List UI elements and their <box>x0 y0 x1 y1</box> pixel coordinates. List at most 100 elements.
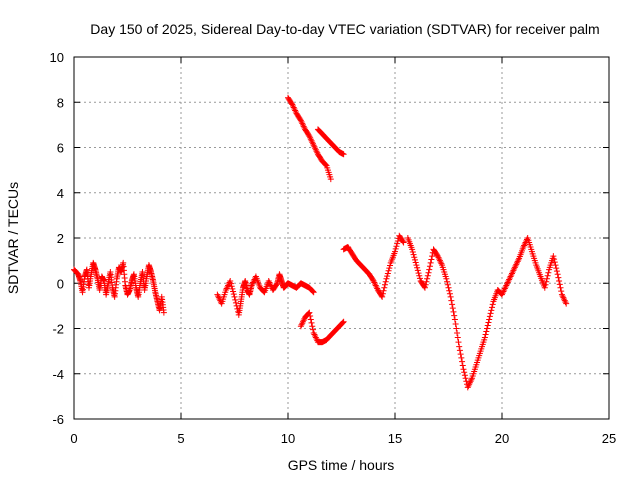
x-tick-label: 0 <box>70 431 77 446</box>
data-point <box>483 328 490 335</box>
data-point <box>554 271 561 278</box>
x-tick-label: 20 <box>495 431 509 446</box>
data-point <box>305 310 312 317</box>
data-point <box>487 310 494 317</box>
data-point <box>446 287 453 294</box>
data-point <box>424 275 431 282</box>
data-point <box>409 248 416 255</box>
data-point <box>339 319 346 326</box>
x-tick-label: 15 <box>388 431 402 446</box>
data-point <box>429 253 436 260</box>
data-point <box>414 264 421 271</box>
data-point <box>273 281 280 288</box>
data-point <box>452 320 459 327</box>
data-point <box>387 262 394 269</box>
data-point <box>459 358 466 365</box>
data-point <box>306 309 313 316</box>
data-point <box>550 253 557 260</box>
x-tick-label: 5 <box>177 431 184 446</box>
grid-lines <box>74 57 609 419</box>
data-point <box>426 266 433 273</box>
data-point <box>416 275 423 282</box>
data-point <box>488 307 495 314</box>
data-point <box>400 239 407 246</box>
data-point <box>449 301 456 308</box>
data-point <box>309 288 316 295</box>
data-point <box>288 100 295 107</box>
data-point <box>309 323 316 330</box>
data-point <box>447 293 454 300</box>
data-point <box>260 288 267 295</box>
data-point <box>413 262 420 269</box>
data-point <box>340 151 347 158</box>
y-tick-label: 8 <box>57 95 64 110</box>
data-point <box>552 262 559 269</box>
data-point <box>379 293 386 300</box>
data-point <box>558 288 565 295</box>
data-point <box>434 251 441 258</box>
data-point <box>307 316 314 323</box>
data-point <box>449 305 456 312</box>
data-point <box>556 277 563 284</box>
data-point <box>551 259 558 266</box>
data-point <box>457 351 464 358</box>
data-point <box>461 372 468 379</box>
data-point <box>543 278 550 285</box>
y-tick-label: -4 <box>52 367 64 382</box>
data-point <box>428 256 435 263</box>
data-point <box>458 354 465 361</box>
data-point <box>227 277 234 284</box>
y-tick-label: 6 <box>57 141 64 156</box>
data-point <box>427 259 434 266</box>
data-point <box>543 275 550 282</box>
data-point <box>297 116 304 123</box>
data-point <box>382 278 389 285</box>
data-point <box>485 319 492 326</box>
data-point <box>415 270 422 277</box>
data-point <box>392 245 399 252</box>
data-point <box>451 312 458 319</box>
data-point <box>421 284 428 291</box>
axis-ticks: 0 5 10 15 20 25 -6 -4 -2 0 2 4 6 8 10 <box>50 50 617 446</box>
y-tick-label: -6 <box>52 412 64 427</box>
data-point <box>394 240 401 247</box>
data-point <box>409 246 416 253</box>
data-point <box>410 251 417 258</box>
data-point <box>230 288 237 295</box>
data-point <box>379 290 386 297</box>
data-point <box>231 293 238 300</box>
data-point <box>416 272 423 279</box>
data-point <box>381 284 388 291</box>
data-point <box>545 269 552 276</box>
data-point <box>556 281 563 288</box>
data-point <box>309 326 316 333</box>
data-point <box>484 322 491 329</box>
data-point <box>380 287 387 294</box>
y-axis-label: SDTVAR / TECUs <box>5 182 21 294</box>
data-point <box>454 334 461 341</box>
data-point <box>305 132 312 139</box>
y-tick-label: -2 <box>52 322 64 337</box>
data-point <box>383 275 390 282</box>
data-point <box>489 301 496 308</box>
data-point <box>460 366 467 373</box>
data-point <box>459 362 466 369</box>
data-point <box>444 281 451 288</box>
data-point <box>422 281 429 288</box>
data-point <box>542 281 549 288</box>
data-point <box>486 316 493 323</box>
data-point <box>456 343 463 350</box>
data-point <box>160 309 167 316</box>
data-point <box>229 285 236 292</box>
data-point <box>557 284 564 291</box>
data-point <box>461 369 468 376</box>
x-tick-label: 25 <box>602 431 616 446</box>
data-point <box>555 274 562 281</box>
data-point <box>308 319 315 326</box>
data-point <box>322 161 329 168</box>
data-point <box>484 325 491 332</box>
x-axis-label: GPS time / hours <box>288 457 395 473</box>
data-point <box>230 291 237 298</box>
data-point <box>411 254 418 261</box>
